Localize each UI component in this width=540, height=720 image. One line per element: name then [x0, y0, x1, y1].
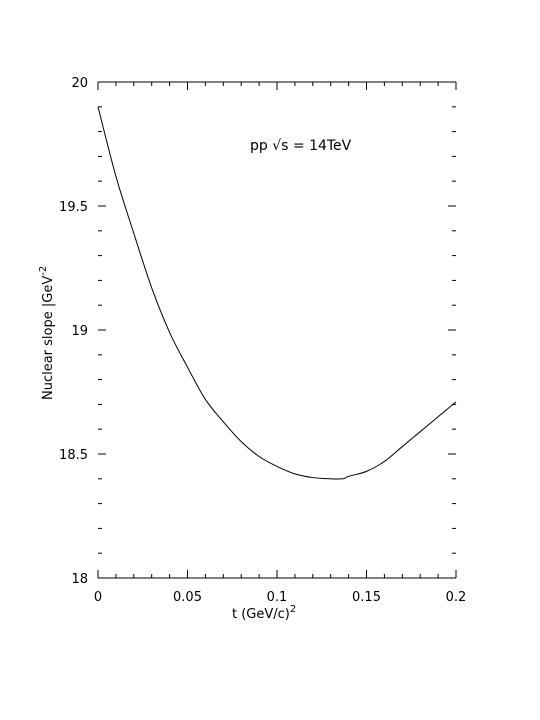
y-tick-label: 18: [71, 572, 88, 587]
y-tick-label: 19: [71, 324, 88, 339]
series-group: [97, 106, 457, 480]
y-axis-label-text: Nuclear slope |GeV: [41, 276, 56, 400]
x-tick-label: 0.2: [446, 590, 467, 605]
y-tick-label: 19.5: [59, 200, 88, 215]
x-tick-label: 0: [94, 590, 102, 605]
plot-frame: [98, 81, 456, 579]
x-tick-label: 0.15: [352, 590, 381, 605]
x-axis-label-superscript: 2: [290, 604, 296, 615]
series-line: [97, 106, 457, 480]
x-tick-label: 0.1: [267, 590, 288, 605]
x-axis-label-text: t (GeV/c): [232, 607, 290, 622]
annotation-energy: pp √s = 14TeV: [250, 138, 352, 154]
y-tick-label: 20: [71, 76, 88, 91]
tick-labels: 0 0.05 0.1 0.15 0.2 18 18.5 19 19.5 20: [59, 76, 466, 605]
x-axis-label: t (GeV/c)2: [232, 604, 296, 622]
x-tick-label: 0.05: [173, 590, 202, 605]
y-tick-label: 18.5: [59, 448, 88, 463]
tick-marks: [97, 81, 457, 579]
y-axis-label: Nuclear slope |GeV-2: [38, 266, 56, 400]
y-axis-label-superscript: -2: [38, 266, 49, 276]
